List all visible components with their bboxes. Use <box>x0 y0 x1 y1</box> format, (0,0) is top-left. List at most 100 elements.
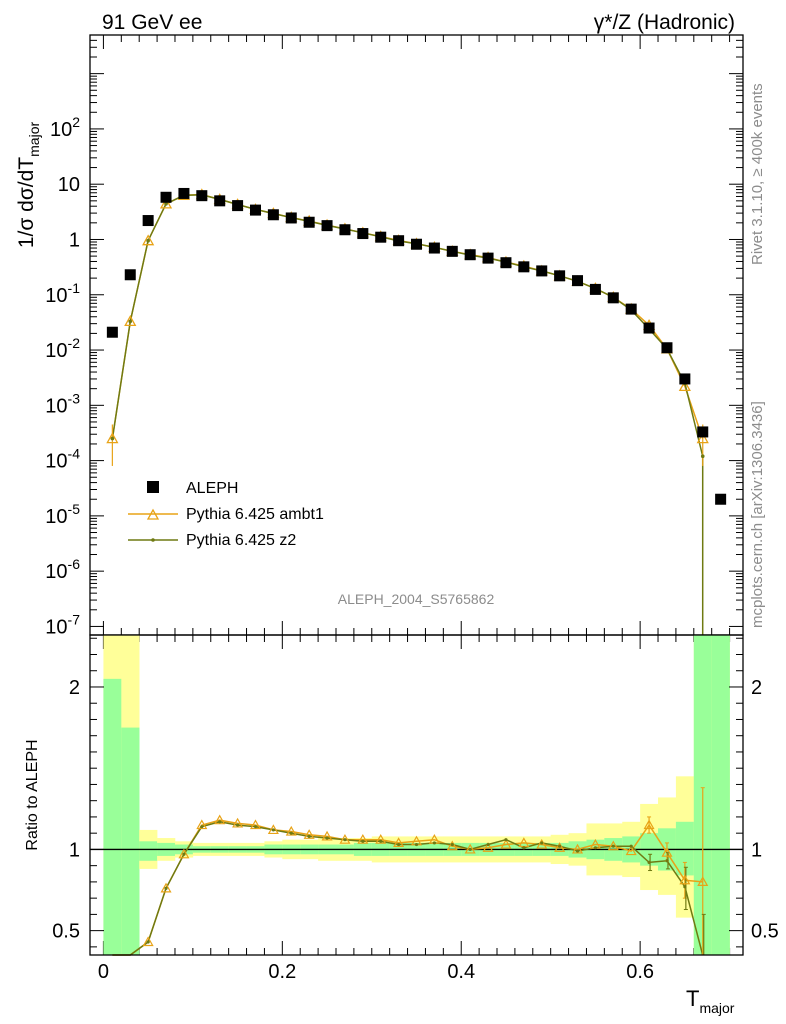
point-aleph <box>607 292 619 304</box>
ratio-y-tick-label-left: 0.5 <box>52 921 80 943</box>
point-aleph <box>554 270 566 282</box>
point-aleph <box>124 269 136 281</box>
ratio-point-ambt1 <box>357 833 369 844</box>
main-y-tick-label: 10-7 <box>45 611 80 638</box>
band-inner <box>711 635 730 955</box>
ratio-point-ambt1 <box>178 848 190 859</box>
ratio-point-ambt1 <box>625 845 637 856</box>
ratio-point-z2 <box>271 828 275 832</box>
ratio-series-layer <box>112 787 709 956</box>
ratio-point-z2 <box>575 849 580 853</box>
main-y-ticks: 10-7 10-6 10-5 10-4 10-3 10-2 10-1 1 10 102 <box>45 34 743 955</box>
ratio-point-z2 <box>629 844 633 848</box>
point-aleph <box>572 275 584 287</box>
ratio-point-z2 <box>397 842 401 847</box>
point-ambt1 <box>106 432 119 444</box>
legend-label-z2: Pythia 6.425 z2 <box>186 532 296 549</box>
ratio-point-ambt1 <box>285 825 297 836</box>
point-aleph <box>267 209 279 221</box>
ratio-point-ambt1 <box>232 817 244 828</box>
point-aleph <box>482 252 494 264</box>
ratio-point-ambt1 <box>607 840 619 851</box>
point-ambt1 <box>124 315 137 327</box>
point-ambt1 <box>678 380 691 392</box>
ratio-point-ambt1 <box>500 838 512 849</box>
ratio-frame <box>89 634 744 956</box>
header-left-title: 91 GeV ee <box>102 11 202 34</box>
ratio-bands <box>90 635 743 955</box>
ratio-point-z2 <box>450 842 454 847</box>
ratio-point-z2 <box>361 839 365 843</box>
ratio-point-z2 <box>164 886 168 891</box>
main-y-tick-label: 10 <box>58 174 80 196</box>
main-y-tick-label: 10-2 <box>45 335 80 362</box>
main-y-tick-label: 10-4 <box>45 446 80 473</box>
ratio-point-ambt1 <box>464 843 476 854</box>
point-aleph <box>249 204 261 216</box>
ratio-point-ambt1 <box>661 846 673 857</box>
point-z2 <box>128 319 133 324</box>
point-aleph <box>196 190 208 202</box>
ratio-line-ambt1 <box>112 819 703 956</box>
legend-marker-ambt1 <box>146 508 160 520</box>
ratio-point-z2 <box>611 844 615 848</box>
ratio-point-ambt1 <box>679 874 691 885</box>
ratio-point-ambt1 <box>160 882 172 893</box>
ratio-point-ambt1 <box>303 829 315 839</box>
ratio-panel: 0.5 0.5 1 1 2 2 0 0.2 0.4 0.6 Ratio to ALEPH Tmaj… <box>24 634 779 1016</box>
ratio-point-z2 <box>218 820 222 824</box>
ratio-point-ambt1 <box>142 936 154 947</box>
band-inner <box>139 841 158 861</box>
ratio-point-z2 <box>414 842 419 847</box>
ratio-point-ambt1 <box>339 833 351 844</box>
ratio-point-ambt1 <box>375 833 387 844</box>
ratio-point-ambt1 <box>697 876 709 887</box>
point-ambt1 <box>696 432 709 444</box>
point-aleph <box>142 215 154 227</box>
legend-label-ambt1: Pythia 6.425 ambt1 <box>186 506 324 523</box>
x-tick-label: 0 <box>98 961 109 983</box>
mcplots-label: mcplots.cern.ch [arXiv:1306.3436] <box>749 401 766 628</box>
ratio-point-z2 <box>593 846 598 850</box>
point-aleph <box>106 326 118 338</box>
ratio-point-ambt1 <box>446 840 458 851</box>
ratio-point-ambt1 <box>214 814 226 825</box>
point-aleph <box>285 212 297 224</box>
point-aleph <box>464 249 476 261</box>
main-ylabel: 1/σ dσ/dTmajor <box>15 122 42 249</box>
ratio-point-z2 <box>432 841 436 845</box>
ratio-point-z2 <box>343 838 347 842</box>
ratio-ylabel: Ratio to ALEPH <box>24 739 41 850</box>
ratio-ticks: 0.5 0.5 1 1 2 2 0 0.2 0.4 0.6 <box>52 637 779 983</box>
point-aleph <box>411 238 422 250</box>
ratio-point-ambt1 <box>536 838 548 849</box>
band-inner <box>121 727 140 955</box>
ratio-y-tick-label-right: 2 <box>751 677 762 699</box>
point-aleph <box>697 426 709 438</box>
series-line-z2 <box>111 194 704 635</box>
x-tick-label: 0.2 <box>268 961 296 983</box>
ratio-y-tick-label-right: 0.5 <box>751 921 779 943</box>
point-z2 <box>164 202 168 206</box>
ratio-point-z2 <box>486 842 490 847</box>
ratio-point-ambt1 <box>643 819 655 830</box>
ratio-point-z2 <box>683 885 687 889</box>
main-y-tick-label: 10-6 <box>45 556 80 583</box>
point-ambt1 <box>142 234 155 246</box>
point-aleph <box>500 257 512 269</box>
point-aleph <box>178 187 190 199</box>
ratio-y-tick-label-left: 1 <box>69 839 80 861</box>
legend-marker-z2 <box>151 538 155 542</box>
ratio-point-z2 <box>182 852 186 856</box>
ratio-y-tick-label-right: 1 <box>751 839 762 861</box>
ratio-point-z2 <box>307 834 311 839</box>
band-inner <box>103 678 122 955</box>
ratio-point-ambt1 <box>321 830 333 841</box>
ratio-point-z2 <box>146 940 150 944</box>
point-aleph <box>357 228 369 240</box>
point-aleph <box>715 493 727 505</box>
point-aleph <box>160 191 172 203</box>
point-aleph <box>339 224 351 236</box>
ratio-point-ambt1 <box>249 819 262 830</box>
